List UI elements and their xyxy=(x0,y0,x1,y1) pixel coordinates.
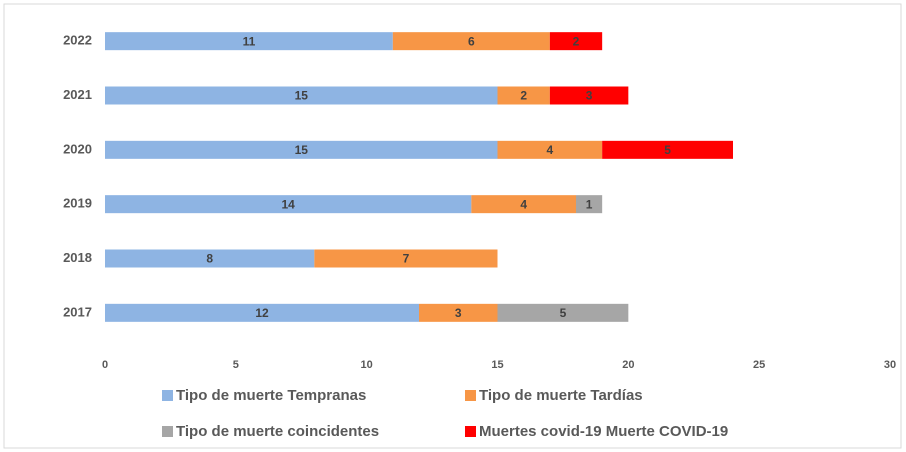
data-label: 1 xyxy=(586,197,593,211)
legend-swatch xyxy=(162,390,173,401)
data-label: 12 xyxy=(255,306,269,320)
data-label: 2 xyxy=(573,34,580,48)
bar-segment xyxy=(105,195,472,214)
y-tick-label: 2021 xyxy=(63,87,92,102)
y-tick-label: 2020 xyxy=(63,141,92,156)
data-label: 3 xyxy=(586,89,593,103)
legend-label: Muertes covid-19 Muerte COVID-19 xyxy=(479,423,728,440)
bar-segment xyxy=(497,303,629,322)
legend-swatch xyxy=(465,426,476,437)
legend-label: Tipo de muerte coincidentes xyxy=(176,423,379,440)
data-label: 5 xyxy=(664,143,671,157)
y-tick-label: 2017 xyxy=(63,304,92,319)
bar-segment xyxy=(576,195,603,214)
data-label: 11 xyxy=(243,34,256,48)
bar-segment xyxy=(105,249,315,268)
y-tick-label: 2022 xyxy=(63,33,92,48)
x-tick-label: 0 xyxy=(102,359,108,371)
bar-segment xyxy=(497,86,550,105)
x-tick-label: 5 xyxy=(233,359,239,371)
bar-segment xyxy=(105,140,498,159)
bar-segment xyxy=(549,32,603,51)
data-label: 2 xyxy=(520,89,527,103)
y-tick-label: 2019 xyxy=(63,196,92,211)
data-label: 7 xyxy=(403,252,410,266)
data-label: 14 xyxy=(281,197,295,211)
bar-segment xyxy=(497,140,603,159)
legend-label: Tipo de muerte Tempranas xyxy=(176,387,366,404)
data-label: 8 xyxy=(206,252,213,266)
x-tick-label: 10 xyxy=(361,359,373,371)
bar-segment xyxy=(549,86,629,105)
data-label: 15 xyxy=(295,143,309,157)
legend-label: Tipo de muerte Tardías xyxy=(479,387,643,404)
x-tick-label: 30 xyxy=(884,359,896,371)
legend-swatch xyxy=(465,390,476,401)
data-label: 6 xyxy=(468,34,475,48)
data-label: 4 xyxy=(520,197,527,211)
x-tick-label: 20 xyxy=(622,359,634,371)
chart-frame xyxy=(3,3,902,449)
legend-swatch xyxy=(162,426,173,437)
data-label: 15 xyxy=(295,89,309,103)
bar-segment xyxy=(392,32,550,51)
bar-segment xyxy=(105,303,419,322)
bar-segment xyxy=(471,195,576,214)
x-tick-label: 15 xyxy=(491,359,503,371)
bar-segment xyxy=(602,140,733,159)
data-label: 5 xyxy=(560,306,567,320)
data-label: 4 xyxy=(546,143,553,157)
data-label: 3 xyxy=(455,306,462,320)
bar-segment xyxy=(314,249,498,268)
bar-segment xyxy=(419,303,498,322)
x-tick-label: 25 xyxy=(753,359,765,371)
bar-segment xyxy=(105,32,393,51)
bar-segment xyxy=(105,86,498,105)
y-tick-label: 2018 xyxy=(63,250,92,265)
